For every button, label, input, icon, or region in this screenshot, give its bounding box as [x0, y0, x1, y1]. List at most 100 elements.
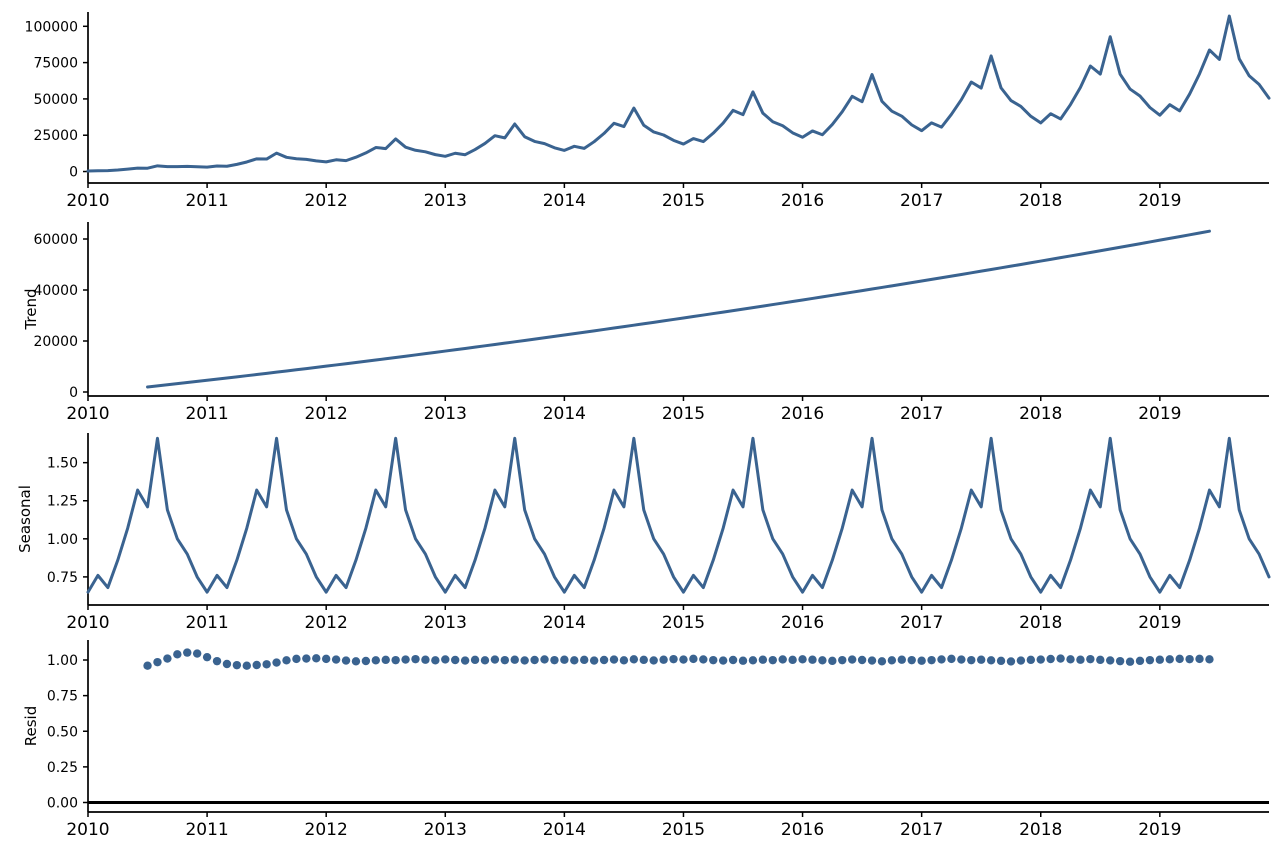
x-tick-label: 2010: [66, 191, 109, 211]
resid-point: [629, 655, 639, 664]
resid-point: [986, 656, 996, 665]
x-tick-label: 2014: [543, 191, 586, 211]
y-tick-label: 60000: [33, 232, 78, 248]
resid-point: [1135, 656, 1145, 666]
y-tick-label: 75000: [33, 56, 78, 72]
y-tick-label: 0: [69, 385, 78, 401]
resid-point: [609, 655, 619, 664]
trend-axis-title: Trend: [22, 288, 40, 330]
resid-point: [173, 650, 182, 659]
resid-point: [411, 654, 420, 664]
resid-point: [1165, 655, 1174, 664]
observed-line: [86, 14, 1271, 173]
resid-point: [272, 658, 281, 667]
y-tick-label: 1.25: [47, 494, 78, 510]
seasonal-line: [86, 436, 1271, 594]
x-tick-label: 2011: [185, 404, 228, 424]
resid-point: [212, 656, 222, 666]
resid-point: [1175, 654, 1184, 664]
resid-point: [381, 655, 390, 665]
resid-point: [520, 656, 529, 665]
y-tick-label: 0.75: [47, 689, 78, 705]
resid-point: [1076, 655, 1085, 664]
resid-point: [659, 655, 668, 664]
resid-point: [451, 655, 460, 665]
x-tick-label: 2013: [424, 191, 467, 211]
y-tick-label: 25000: [33, 128, 78, 144]
resid-point: [1145, 655, 1155, 665]
x-tick-label: 2019: [1138, 613, 1181, 633]
resid-point: [192, 649, 202, 658]
resid-point: [183, 648, 192, 657]
resid-point: [391, 655, 400, 665]
resid-point: [431, 656, 440, 665]
x-tick-label: 2012: [305, 191, 348, 211]
panel-trend: 0 20000 40000 60000 2010 2011 2012 2013 2014 2015…: [33, 222, 1269, 424]
resid-point: [510, 655, 519, 664]
resid-point: [976, 655, 986, 664]
resid-point: [947, 654, 956, 664]
resid-point: [490, 655, 500, 664]
resid-point: [480, 656, 490, 665]
resid-point: [709, 655, 718, 665]
resid-point: [321, 654, 331, 664]
resid-point: [718, 656, 728, 665]
x-tick-label: 2016: [781, 404, 824, 424]
resid-point: [1096, 655, 1105, 665]
x-tick-label: 2017: [900, 404, 943, 424]
x-tick-label: 2012: [305, 820, 348, 840]
y-tick-label: 0.25: [47, 760, 78, 776]
x-tick-label: 2010: [66, 404, 109, 424]
resid-point: [838, 655, 847, 665]
resid-point: [1125, 657, 1135, 666]
resid-point: [897, 655, 906, 664]
resid-point: [649, 656, 658, 665]
x-tick-label: 2017: [900, 191, 943, 211]
resid-point: [847, 655, 857, 664]
x-tick-label: 2019: [1138, 404, 1181, 424]
panel-observed: 0 25000 50000 75000 100000 2010 2011 2012 2013 20…: [25, 12, 1271, 211]
x-tick-label: 2018: [1019, 820, 1062, 840]
x-tick-label: 2016: [781, 191, 824, 211]
resid-point: [867, 656, 877, 665]
resid-point: [1205, 655, 1214, 664]
resid-point: [599, 655, 609, 665]
x-tick-label: 2011: [185, 613, 228, 633]
resid-point: [669, 654, 678, 664]
resid-point: [262, 660, 271, 669]
x-tick-label: 2013: [424, 404, 467, 424]
resid-point: [788, 655, 797, 665]
resid-point: [907, 655, 916, 665]
resid-point: [728, 655, 738, 665]
resid-point: [818, 656, 827, 665]
panels-group: 0 25000 50000 75000 100000 2010 2011 2012 2013 20…: [25, 12, 1271, 840]
resid-point: [679, 655, 688, 664]
resid-point: [917, 656, 926, 665]
resid-point: [202, 652, 212, 662]
x-tick-label: 2018: [1019, 404, 1062, 424]
y-tick-label: 50000: [33, 92, 78, 108]
resid-point: [540, 655, 549, 664]
resid-point: [1086, 654, 1095, 664]
resid-point: [153, 657, 162, 667]
y-tick-label: 40000: [33, 283, 78, 299]
resid-point: [331, 655, 341, 664]
resid-point: [580, 655, 589, 665]
x-tick-label: 2016: [781, 820, 824, 840]
y-tick-label: 0.50: [47, 724, 78, 740]
resid-point: [312, 654, 321, 663]
resid-axis-title: Resid: [22, 706, 40, 746]
y-tick-label: 1.50: [47, 456, 78, 472]
resid-point: [421, 655, 430, 664]
x-tick-label: 2011: [185, 191, 228, 211]
resid-point: [460, 656, 470, 665]
resid-point: [937, 655, 946, 664]
y-tick-label: 0.00: [47, 795, 78, 811]
resid-point: [550, 655, 559, 665]
x-tick-label: 2013: [424, 613, 467, 633]
x-tick-label: 2018: [1019, 191, 1062, 211]
resid-point: [371, 656, 381, 665]
x-tick-label: 2019: [1138, 191, 1181, 211]
resid-point: [639, 655, 648, 665]
